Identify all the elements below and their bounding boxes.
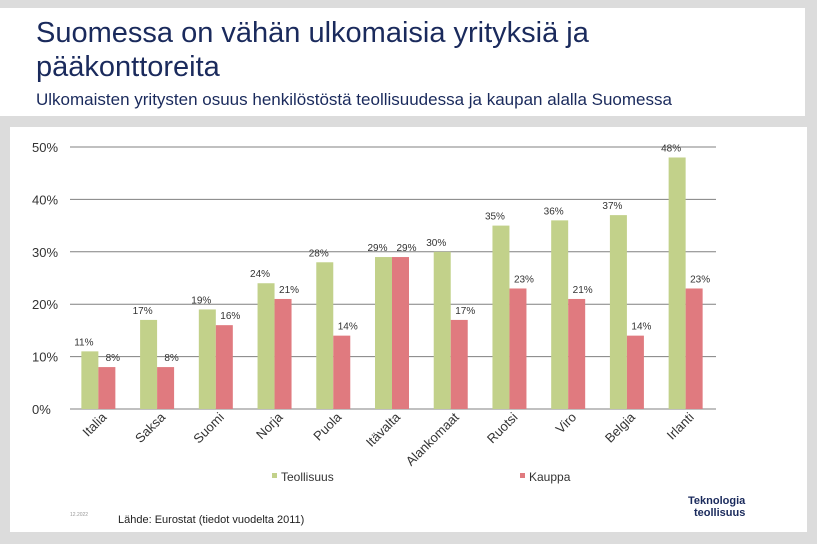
bar-kauppa — [157, 367, 174, 409]
y-tick-label: 40% — [32, 192, 58, 207]
source-note: Lähde: Eurostat (tiedot vuodelta 2011) — [118, 514, 304, 526]
y-tick-label: 0% — [32, 402, 51, 417]
bar-teollisuus — [492, 226, 509, 409]
category-label: Irlanti — [664, 409, 697, 442]
category-label: Belgia — [602, 409, 639, 446]
y-tick-label: 30% — [32, 245, 58, 260]
data-label: 21% — [573, 285, 593, 296]
data-label: 14% — [631, 322, 651, 333]
data-label: 24% — [250, 269, 270, 280]
bar-teollisuus — [375, 257, 392, 409]
category-label: Suomi — [190, 409, 227, 446]
data-label: 17% — [133, 306, 153, 317]
bar-kauppa — [509, 288, 526, 409]
bar-teollisuus — [669, 157, 686, 409]
legend-label: Teollisuus — [281, 470, 334, 484]
bar-kauppa — [98, 367, 115, 409]
bar-kauppa — [216, 325, 233, 409]
bar-kauppa — [627, 336, 644, 409]
bar-kauppa — [568, 299, 585, 409]
bar-teollisuus — [434, 252, 451, 409]
legend-swatch-kauppa — [520, 473, 525, 478]
data-label: 14% — [338, 322, 358, 333]
data-label: 29% — [367, 243, 387, 254]
bar-teollisuus — [610, 215, 627, 409]
bar-chart: 0% 10% 20% 30% 40% 50% 11% 17% 19% 24% 28% 29% 30% 35… — [0, 0, 817, 544]
data-label: 28% — [309, 248, 329, 259]
bar-teollisuus — [551, 220, 568, 409]
data-label: 30% — [426, 238, 446, 249]
data-label: 11% — [74, 337, 93, 348]
data-label: 19% — [191, 295, 211, 306]
data-label: 21% — [279, 285, 299, 296]
data-label: 23% — [514, 274, 534, 285]
bar-kauppa — [392, 257, 409, 409]
data-label: 8% — [106, 353, 121, 364]
bar-teollisuus — [81, 351, 98, 409]
bar-kauppa — [275, 299, 292, 409]
data-label: 36% — [544, 206, 564, 217]
legend-label: Kauppa — [529, 470, 571, 484]
data-label: 29% — [396, 243, 416, 254]
bar-teollisuus — [140, 320, 157, 409]
data-label: 35% — [485, 212, 505, 223]
category-label: Italia — [79, 409, 110, 440]
bar-kauppa — [451, 320, 468, 409]
teknologiateollisuus-logo: Teknologia teollisuus — [688, 495, 780, 519]
category-label: Alankomaat — [403, 409, 462, 468]
slide-date: 12.2022 — [70, 512, 88, 518]
data-label: 37% — [602, 201, 622, 212]
category-label: Puola — [310, 409, 345, 444]
bar-teollisuus — [199, 309, 216, 409]
y-tick-label: 10% — [32, 350, 58, 365]
data-label: 8% — [164, 353, 179, 364]
data-label: 23% — [690, 274, 710, 285]
bar-kauppa — [333, 336, 350, 409]
y-tick-label: 50% — [32, 140, 58, 155]
data-label: 17% — [455, 306, 475, 317]
legend-swatch-teollisuus — [272, 473, 277, 478]
logo-line-2: teollisuus — [688, 507, 780, 519]
category-label: Saksa — [132, 409, 169, 446]
y-tick-label: 20% — [32, 297, 58, 312]
category-label: Norja — [253, 409, 286, 442]
category-label: Viro — [553, 410, 580, 437]
logo-line-1: Teknologia — [688, 495, 780, 507]
bar-kauppa — [686, 288, 703, 409]
data-label: 48% — [661, 143, 681, 154]
category-label: Ruotsi — [484, 409, 521, 446]
category-label: Itävalta — [363, 409, 404, 450]
data-label: 16% — [220, 311, 240, 322]
bar-teollisuus — [316, 262, 333, 409]
bar-teollisuus — [258, 283, 275, 409]
